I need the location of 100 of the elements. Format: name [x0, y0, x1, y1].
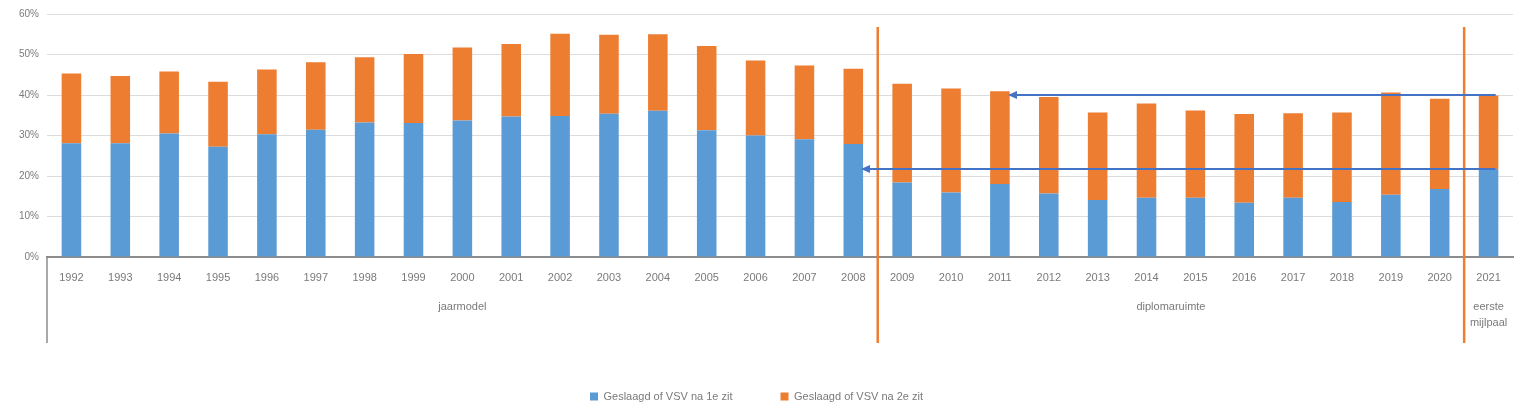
- bar: [892, 182, 912, 257]
- bar: [550, 116, 570, 257]
- bar: [990, 91, 1010, 185]
- bar: [941, 88, 961, 193]
- bar: [599, 113, 619, 257]
- bar: [696, 46, 717, 131]
- x-tick-label: 2017: [1280, 270, 1306, 283]
- bar: [1038, 193, 1059, 257]
- x-tick-label: 2003: [596, 270, 622, 283]
- bar: [1283, 197, 1303, 257]
- bar: [1381, 194, 1401, 257]
- bar: [1038, 97, 1059, 194]
- bar: [1185, 110, 1206, 198]
- y-tick-label: 20%: [18, 169, 40, 181]
- x-tick-label: 2004: [645, 270, 671, 283]
- bar: [1087, 199, 1108, 257]
- x-tick-label: 2011: [988, 270, 1012, 283]
- x-tick-label: 2020: [1427, 270, 1452, 283]
- bar: [1234, 202, 1255, 257]
- bar: [159, 133, 179, 257]
- bar: [305, 129, 326, 257]
- bar: [501, 116, 522, 257]
- bar: [61, 143, 82, 257]
- bar: [794, 65, 815, 140]
- bar: [110, 75, 131, 144]
- bar: [1381, 92, 1401, 195]
- bar: [1429, 98, 1450, 189]
- bar: [1234, 114, 1255, 203]
- bar: [1332, 201, 1352, 257]
- bar: [745, 135, 766, 257]
- y-tick-label: 0%: [24, 250, 40, 262]
- bar: [1283, 113, 1303, 198]
- bar: [257, 69, 277, 135]
- bar: [354, 57, 375, 123]
- bar: [843, 144, 864, 257]
- bar: [354, 122, 375, 257]
- x-tick-label: 2015: [1183, 270, 1208, 283]
- x-tick-label: 1994: [156, 270, 182, 283]
- text: eerste mijlpaal: [1469, 300, 1508, 329]
- bar: [696, 130, 717, 257]
- bar: [745, 60, 766, 136]
- bar: [1087, 112, 1108, 200]
- bar: [61, 73, 82, 144]
- x-tick-label: 2007: [792, 270, 817, 283]
- bar: [990, 184, 1010, 257]
- bar: [1185, 197, 1206, 257]
- text: diplomaruimte: [1136, 300, 1206, 313]
- x-tick-label: 1997: [303, 270, 329, 283]
- bar: [1136, 103, 1157, 198]
- x-tick-label: 2016: [1231, 270, 1257, 283]
- bar: [403, 122, 424, 257]
- x-tick-label: 2019: [1378, 270, 1404, 283]
- bar: [794, 139, 815, 257]
- bar: [1332, 112, 1352, 202]
- bar: [208, 81, 228, 147]
- bar: [843, 68, 864, 145]
- bar: [892, 83, 912, 183]
- bar: [403, 54, 424, 123]
- bar: [648, 110, 668, 257]
- bar: [941, 192, 961, 257]
- x-tick-label: 2002: [547, 270, 573, 283]
- x-tick-label: 2014: [1134, 270, 1159, 283]
- x-tick-label: 2012: [1036, 270, 1062, 283]
- bar: [501, 43, 522, 117]
- x-tick-label: 1995: [205, 270, 231, 283]
- bar: [550, 33, 570, 117]
- x-tick-label: 1992: [59, 270, 84, 283]
- x-tick-label: 2021: [1476, 270, 1501, 283]
- y-tick-label: 50%: [18, 48, 40, 60]
- bar: [452, 120, 473, 257]
- x-tick-label: 2005: [694, 270, 719, 283]
- legend-label: Geslaagd of VSV na 2e zit: [794, 389, 924, 402]
- bar: [208, 146, 228, 257]
- bar: [159, 71, 179, 134]
- x-tick-label: 1998: [352, 270, 377, 283]
- x-tick-label: 2018: [1329, 270, 1355, 283]
- bar: [110, 143, 131, 257]
- x-tick-label: 2013: [1085, 270, 1110, 283]
- x-tick-label: 1999: [401, 270, 426, 283]
- x-tick-label: 1996: [254, 270, 280, 283]
- x-tick-label: 2006: [743, 270, 768, 283]
- bar: [257, 134, 277, 257]
- legend-label: Geslaagd of VSV na 1e zit: [603, 389, 733, 402]
- y-tick-label: 40%: [18, 88, 40, 100]
- x-tick-label: 2008: [841, 270, 866, 283]
- bar: [599, 34, 619, 114]
- x-tick-label: 2010: [938, 270, 964, 283]
- y-tick-label: 60%: [18, 7, 40, 19]
- bar: [452, 47, 473, 121]
- bar: [1478, 169, 1499, 257]
- x-tick-label: 2001: [498, 270, 524, 283]
- y-tick-label: 30%: [18, 129, 40, 141]
- x-tick-label: 2009: [889, 270, 915, 283]
- x-tick-label: 2000: [450, 270, 475, 283]
- bar: [1478, 95, 1499, 170]
- y-tick-label: 10%: [18, 210, 40, 222]
- text: jaarmodel: [437, 300, 487, 313]
- x-tick-label: 1993: [108, 270, 133, 283]
- bar: [1429, 188, 1450, 257]
- bar: [305, 62, 326, 130]
